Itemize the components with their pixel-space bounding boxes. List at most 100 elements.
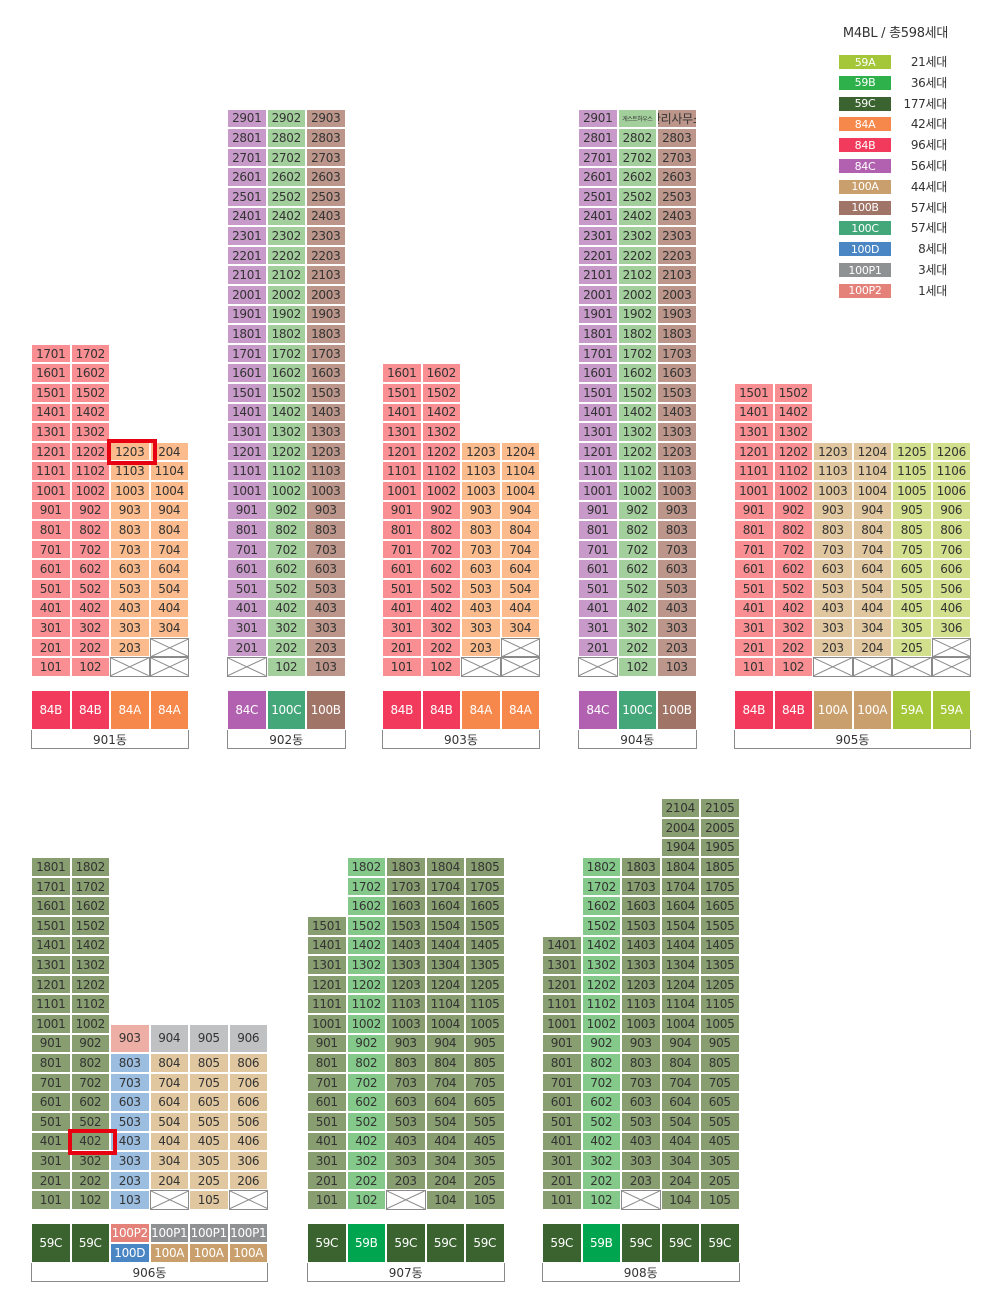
unit-cell: 1802 xyxy=(617,324,657,344)
unit-cell: 701 xyxy=(578,539,618,560)
unit-cell: 601 xyxy=(382,559,422,579)
unit-cell: 702 xyxy=(70,539,110,560)
unit-cell: 703 xyxy=(461,539,501,560)
unit-cell: 2901 xyxy=(578,108,618,129)
legend-item: 59B 36세대 xyxy=(839,75,949,90)
building-name: 901동 xyxy=(31,730,189,749)
unit-type-label: 100A xyxy=(149,1243,189,1263)
unit-cell: 804 xyxy=(500,520,540,540)
building-name: 908동 xyxy=(542,1263,740,1282)
unit-cell: 2602 xyxy=(266,167,306,187)
unit-type-label: 100A xyxy=(228,1243,268,1263)
unit-cell: 1301 xyxy=(31,422,71,442)
unit-cell: 1502 xyxy=(617,383,657,403)
unit-cell: 601 xyxy=(578,559,618,579)
unit-cell: 1103 xyxy=(461,461,501,481)
unit-cell: 1302 xyxy=(70,422,110,442)
empty-unit-cell xyxy=(931,637,971,658)
empty-cross-mark xyxy=(228,658,266,676)
unit-cell: 501 xyxy=(382,579,422,599)
unit-cell: 303 xyxy=(110,1151,150,1171)
unit-type-label: 100D xyxy=(110,1243,150,1263)
legend-item: 84C 56세대 xyxy=(839,159,949,173)
unit-cell: 902 xyxy=(421,500,461,521)
unit-cell: 1004 xyxy=(852,481,892,501)
legend-swatch: 100P2 xyxy=(839,283,891,298)
highlight-box xyxy=(107,438,157,466)
unit-cell: 102 xyxy=(617,657,657,677)
unit-cell: 901 xyxy=(542,1033,582,1054)
unit-cell: 701 xyxy=(542,1072,582,1093)
unit-cell: 2702 xyxy=(266,147,306,168)
unit-cell: 503 xyxy=(306,579,346,599)
empty-cross-mark xyxy=(230,1191,268,1209)
unit-cell: 2102 xyxy=(266,265,306,285)
unit-cell: 301 xyxy=(227,618,267,638)
unit-cell: 603 xyxy=(461,559,501,579)
unit-cell: 1101 xyxy=(227,461,267,481)
unit-cell: 1502 xyxy=(70,916,110,936)
unit-cell: 1602 xyxy=(266,363,306,383)
unit-cell: 605 xyxy=(892,559,932,579)
unit-type-label: 84C xyxy=(578,690,618,730)
unit-cell: 404 xyxy=(149,1131,189,1152)
unit-type-label: 100A xyxy=(852,690,892,730)
unit-cell: 1001 xyxy=(734,481,774,501)
unit-cell: 1105 xyxy=(892,461,932,481)
unit-cell: 604 xyxy=(500,559,540,579)
unit-cell: 205 xyxy=(189,1170,229,1191)
unit-cell: 903 xyxy=(657,500,697,521)
unit-cell: 1205 xyxy=(465,974,505,995)
unit-cell: 403 xyxy=(306,598,346,619)
unit-cell: 1901 xyxy=(578,304,618,325)
unit-type-label: 100P1 xyxy=(228,1223,268,1243)
unit-cell: 405 xyxy=(465,1131,505,1152)
unit-cell: 504 xyxy=(149,579,189,599)
unit-type-label: 100P2 xyxy=(110,1223,150,1243)
unit-cell: 1102 xyxy=(70,994,110,1014)
unit-cell: 201 xyxy=(542,1170,582,1191)
legend-count: 42세대 xyxy=(910,117,947,132)
unit-cell: 104 xyxy=(660,1190,700,1210)
unit-type-label: 59C xyxy=(386,1223,426,1263)
unit-cell: 1202 xyxy=(581,974,621,995)
unit-cell: 303 xyxy=(386,1151,426,1171)
unit-cell: 306 xyxy=(931,618,971,638)
unit-cell: 1803 xyxy=(621,857,661,877)
unit-cell: 1005 xyxy=(892,481,932,501)
unit-cell: 2903 xyxy=(306,108,346,129)
unit-cell: 1203 xyxy=(306,441,346,462)
unit-cell: 202 xyxy=(70,1170,110,1191)
unit-cell: 702 xyxy=(421,539,461,560)
unit-cell: 1502 xyxy=(773,383,813,403)
unit-cell: 1301 xyxy=(382,422,422,442)
unit-cell: 1104 xyxy=(660,994,700,1014)
unit-type-label: 59C xyxy=(465,1223,505,1263)
unit-cell: 1004 xyxy=(500,481,540,501)
unit-cell: 901 xyxy=(307,1033,347,1054)
unit-cell: 1802 xyxy=(346,857,386,877)
unit-cell: 201 xyxy=(734,637,774,658)
unit-cell: 1601 xyxy=(31,896,71,916)
unit-cell: 203 xyxy=(306,637,346,658)
unit-cell: 2603 xyxy=(657,167,697,187)
unit-cell: 1301 xyxy=(542,955,582,975)
unit-cell: 1803 xyxy=(386,857,426,877)
unit-cell: 704 xyxy=(149,1072,189,1093)
empty-unit-cell xyxy=(228,1190,268,1210)
legend-swatch: 59B xyxy=(839,75,891,90)
unit-cell: 102 xyxy=(581,1190,621,1210)
unit-cell: 703 xyxy=(813,539,853,560)
unit-cell: 1105 xyxy=(700,994,740,1014)
unit-cell: 402 xyxy=(581,1131,621,1152)
unit-cell: 302 xyxy=(773,618,813,638)
unit-cell: 502 xyxy=(581,1112,621,1132)
unit-cell: 1502 xyxy=(266,383,306,403)
legend-item: 59A 21세대 xyxy=(839,55,949,69)
unit-cell: 802 xyxy=(421,520,461,540)
unit-cell: 1104 xyxy=(425,994,465,1014)
unit-cell: 702 xyxy=(773,539,813,560)
building-name: 902동 xyxy=(227,730,346,749)
unit-cell: 1204 xyxy=(660,974,700,995)
unit-cell: 1503 xyxy=(621,916,661,936)
